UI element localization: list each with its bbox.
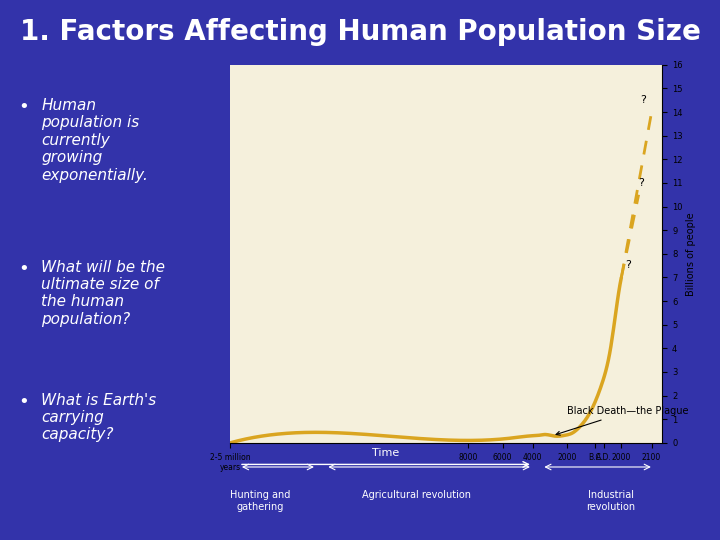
Text: •: • xyxy=(19,98,30,116)
Text: What is Earth's
carrying
capacity?: What is Earth's carrying capacity? xyxy=(42,393,157,442)
Text: Time: Time xyxy=(372,448,400,458)
Text: Industrial
revolution: Industrial revolution xyxy=(586,490,635,512)
Text: Human
population is
currently
growing
exponentially.: Human population is currently growing ex… xyxy=(42,98,148,183)
Text: •: • xyxy=(19,393,30,411)
Y-axis label: Billions of people: Billions of people xyxy=(685,212,696,295)
Text: Agricultural revolution: Agricultural revolution xyxy=(361,490,471,501)
Text: ?: ? xyxy=(640,95,646,105)
Text: ?: ? xyxy=(625,260,631,271)
Text: 1. Factors Affecting Human Population Size: 1. Factors Affecting Human Population Si… xyxy=(19,18,701,46)
Text: •: • xyxy=(19,260,30,278)
Text: Black Death—the Plague: Black Death—the Plague xyxy=(556,407,689,435)
Text: Hunting and
gathering: Hunting and gathering xyxy=(230,490,291,512)
Text: ?: ? xyxy=(638,178,644,188)
Text: What will be the
ultimate size of
the human
population?: What will be the ultimate size of the hu… xyxy=(42,260,166,327)
